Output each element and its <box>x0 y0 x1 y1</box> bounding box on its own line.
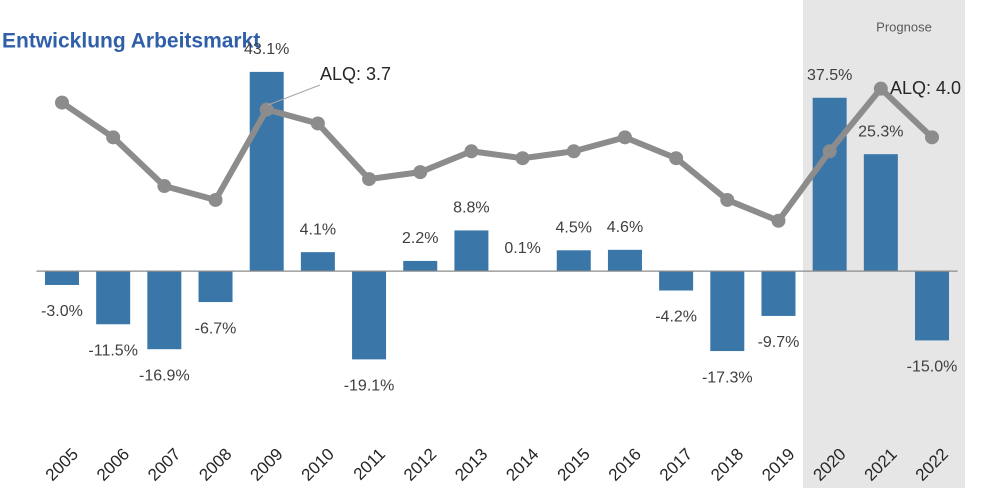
data-label: -19.1% <box>344 378 395 395</box>
x-tick-label: 2013 <box>451 445 491 485</box>
line-marker <box>310 116 325 131</box>
x-tick-label: 2007 <box>144 445 184 485</box>
data-label: 25.3% <box>858 123 903 140</box>
line-marker <box>208 192 223 207</box>
data-label: 0.1% <box>504 240 540 257</box>
line-marker <box>259 102 274 117</box>
x-tick-label: 2006 <box>93 445 133 485</box>
x-tick-label: 2005 <box>42 445 82 485</box>
x-tick-label: 2016 <box>605 445 645 485</box>
line-marker <box>106 130 121 145</box>
line-marker <box>566 144 581 159</box>
bar <box>352 271 387 360</box>
annotation: ALQ: 4.0 <box>890 78 961 98</box>
data-label: -17.3% <box>702 369 753 386</box>
bar <box>710 271 745 352</box>
x-tick-label: 2012 <box>400 445 440 485</box>
data-label: -4.2% <box>655 309 697 326</box>
line-marker <box>515 151 530 166</box>
leader-line <box>267 84 321 106</box>
data-label: 4.5% <box>556 220 592 237</box>
chart-title: Entwicklung Arbeitsmarkt <box>2 30 260 53</box>
line-marker <box>157 179 172 194</box>
line <box>60 85 935 224</box>
x-tick-label: 2010 <box>298 445 338 485</box>
line-marker <box>925 130 940 145</box>
bar <box>915 271 950 341</box>
bar <box>96 271 131 325</box>
data-label: 4.1% <box>300 221 336 238</box>
line-marker <box>873 81 888 96</box>
bar <box>812 97 847 272</box>
x-tick-label: 2011 <box>350 445 389 484</box>
data-label: -15.0% <box>907 359 958 376</box>
bar <box>607 249 642 272</box>
bar <box>198 271 233 303</box>
x-tick-label: 2017 <box>656 445 696 485</box>
data-label: 8.8% <box>453 200 489 217</box>
bar <box>659 271 694 291</box>
line-marker <box>771 213 786 228</box>
line-marker <box>669 151 684 166</box>
data-label: 2.2% <box>402 230 438 247</box>
shade-label: Prognose <box>876 19 932 34</box>
bar <box>44 271 79 285</box>
data-label: 37.5% <box>807 67 852 84</box>
x-tick-label: 2009 <box>247 445 287 485</box>
data-label: -11.5% <box>88 342 138 359</box>
x-tick-label: 2019 <box>758 445 798 485</box>
line-marker <box>362 172 377 187</box>
data-label: -16.9% <box>139 367 190 384</box>
x-tick-label: 2014 <box>502 445 542 485</box>
bar <box>863 154 898 272</box>
bar <box>403 260 438 272</box>
line-marker <box>54 95 69 110</box>
line-marker <box>822 144 837 159</box>
data-label: -3.0% <box>41 303 83 320</box>
bar <box>761 271 796 316</box>
x-tick-label: 2015 <box>554 445 594 485</box>
bar <box>454 230 489 272</box>
bar <box>147 271 182 350</box>
x-tick-label: 2018 <box>707 445 747 485</box>
data-label: 4.6% <box>607 219 643 236</box>
data-label: 43.1% <box>244 41 289 58</box>
bar <box>300 252 335 272</box>
data-label: -9.7% <box>758 334 800 351</box>
bar <box>556 250 591 272</box>
line-marker <box>413 165 428 180</box>
line-marker <box>617 130 632 145</box>
annotation: ALQ: 3.7 <box>320 64 391 84</box>
line-marker <box>464 144 479 159</box>
x-tick-label: 2008 <box>195 445 235 485</box>
bar <box>249 71 284 272</box>
data-label: -6.7% <box>195 320 237 337</box>
line-marker <box>720 192 735 207</box>
